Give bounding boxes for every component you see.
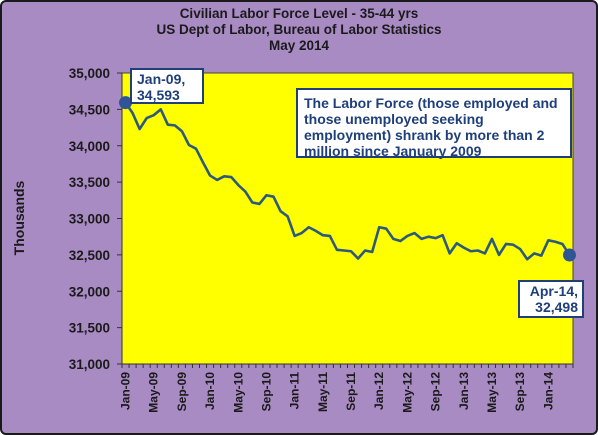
y-tick-label: 33,000	[69, 212, 110, 227]
y-axis: 31,000 31,500 32,000 32,500 33,000 33,500 34,0…	[69, 66, 123, 372]
x-tick-label: Jan-12	[372, 372, 386, 410]
x-tick-label: Sep-10	[259, 372, 273, 412]
x-tick-label: Sep-12	[429, 372, 443, 412]
end-point-marker	[562, 248, 576, 262]
note-callout: The Labor Force (those employed and thos…	[296, 88, 572, 159]
x-tick-label: Jan-14	[541, 372, 555, 410]
end-value-callout: Apr-14, 32,498	[518, 280, 584, 318]
y-axis-label: Thousands	[11, 180, 27, 255]
x-tick-label: Jan-09	[119, 372, 133, 410]
x-tick-label: Jan-13	[457, 372, 471, 410]
x-tick-label: Sep-09	[175, 372, 189, 412]
y-tick-label: 32,000	[69, 284, 110, 299]
x-tick-label: May-09	[147, 372, 161, 413]
chart-subtitle: US Dept of Labor, Bureau of Labor Statis…	[156, 22, 442, 37]
x-tick-label: May-11	[316, 372, 330, 412]
x-tick-label: Sep-11	[344, 372, 358, 411]
y-tick-label: 34,500	[69, 102, 110, 117]
start-point-marker	[119, 96, 133, 110]
series-layer	[119, 96, 576, 262]
x-tick-label: Sep-13	[513, 372, 527, 412]
y-tick-label: 31,000	[69, 357, 110, 372]
y-tick-label: 32,500	[69, 248, 110, 263]
x-tick-label: Jan-11	[288, 372, 302, 410]
y-tick-label: 35,000	[69, 66, 110, 81]
x-tick-label: May-13	[485, 372, 499, 413]
x-tick-label: May-12	[400, 372, 414, 413]
x-tick-label: Jan-10	[203, 372, 217, 410]
end-date-label: Apr-14,	[529, 283, 578, 299]
series-line	[124, 101, 571, 261]
x-axis: Jan-09 May-09 Sep-09 Jan-10 May-10 Sep-10 Jan-…	[119, 363, 574, 413]
x-tick-label: May-10	[231, 372, 245, 413]
chart-title: Civilian Labor Force Level - 35-44 yrs	[179, 6, 419, 21]
y-tick-label: 31,500	[69, 321, 110, 336]
start-value-label: 34,593	[137, 87, 180, 103]
y-tick-label: 34,000	[69, 139, 110, 154]
start-date-label: Jan-09,	[137, 71, 186, 87]
y-tick-label: 33,500	[69, 175, 110, 190]
end-value-label: 32,498	[535, 299, 578, 315]
note-text: The Labor Force (those employed and thos…	[304, 95, 558, 159]
chart-date: May 2014	[268, 38, 330, 53]
start-value-callout: Jan-09, 34,593	[130, 68, 204, 104]
